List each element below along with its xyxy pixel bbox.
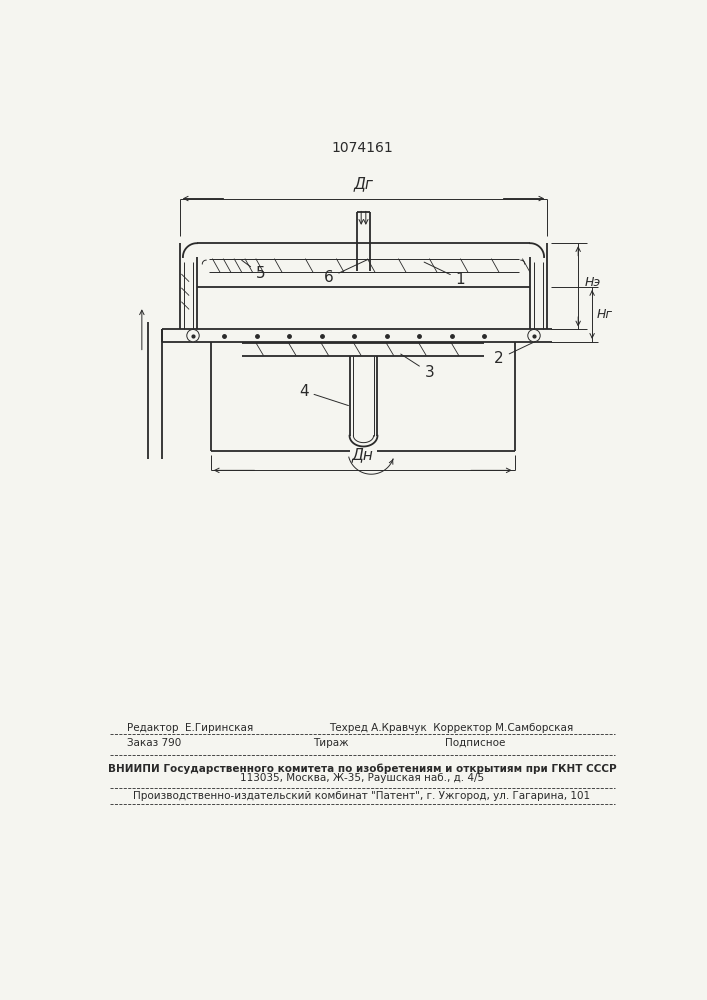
Text: Техред А.Кравчук  Корректор М.Самборская: Техред А.Кравчук Корректор М.Самборская [329,723,573,733]
Text: Тираж: Тираж [313,738,349,748]
Text: 1074161: 1074161 [331,141,393,155]
Text: 1: 1 [424,262,465,287]
Text: 3: 3 [401,354,434,380]
Text: ВНИИПИ Государственного комитета по изобретениям и открытиям при ГКНТ СССР: ВНИИПИ Государственного комитета по изоб… [107,764,617,774]
Text: 5: 5 [242,260,265,282]
Circle shape [187,329,199,342]
Text: Заказ 790: Заказ 790 [127,738,182,748]
Text: Нг: Нг [597,308,613,321]
Text: Дн: Дн [352,448,374,463]
Text: Редактор  Е.Гиринская: Редактор Е.Гиринская [127,723,253,733]
Text: 4: 4 [299,384,349,406]
Text: Подписное: Подписное [445,738,506,748]
Text: 113035, Москва, Ж-35, Раушская наб., д. 4/5: 113035, Москва, Ж-35, Раушская наб., д. … [240,773,484,783]
Text: Дг: Дг [354,176,373,191]
Text: Производственно-издательский комбинат "Патент", г. Ужгород, ул. Гагарина, 101: Производственно-издательский комбинат "П… [134,791,590,801]
Circle shape [528,329,540,342]
Text: 2: 2 [494,341,535,366]
Text: Нэ: Нэ [585,276,601,289]
Text: 6: 6 [324,260,367,285]
